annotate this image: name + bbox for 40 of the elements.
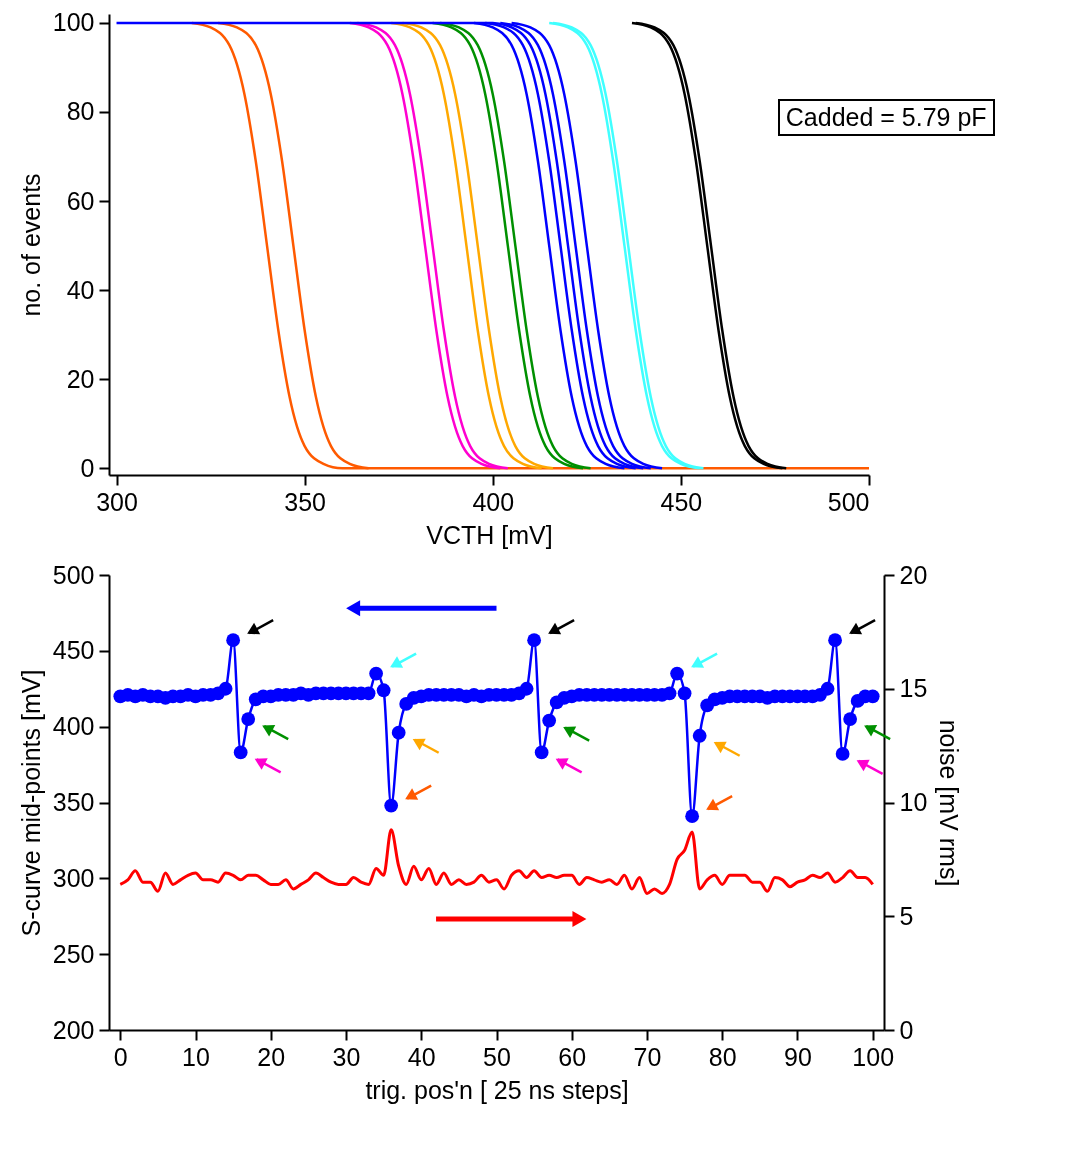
y-tick-label: 0 <box>80 453 95 482</box>
y2-tick-label: 15 <box>899 674 928 703</box>
x-tick-label: 350 <box>284 487 326 516</box>
x-tick-label: 30 <box>332 1042 361 1071</box>
x-tick-label: 300 <box>96 487 138 516</box>
x-tick-label: 50 <box>483 1042 511 1071</box>
x-tick-label: 20 <box>257 1042 286 1071</box>
x-tick-label: 40 <box>407 1042 436 1071</box>
y-tick-label: 20 <box>66 364 95 393</box>
x-tick-label: 500 <box>827 487 870 516</box>
x-tick-label: 70 <box>633 1042 662 1071</box>
y2-tick-label: 10 <box>899 788 928 816</box>
y-tick-label: 100 <box>52 8 95 37</box>
y-tick-label: 450 <box>52 636 95 665</box>
y-tick-label: 60 <box>66 186 95 215</box>
y-tick-label: 80 <box>66 97 95 126</box>
x-tick-label: 10 <box>182 1042 210 1071</box>
y-tick-label: 350 <box>52 788 95 816</box>
y-tick-label: 400 <box>52 712 95 741</box>
y-tick-label: 250 <box>52 939 95 968</box>
y2-tick-label: 0 <box>899 1015 914 1044</box>
y-tick-label: 300 <box>52 863 95 892</box>
x-tick-label: 100 <box>852 1042 895 1071</box>
x-tick-label: 80 <box>708 1042 737 1071</box>
y-axis-title: S-curve mid-points [mV] <box>16 669 45 937</box>
y-tick-label: 500 <box>52 560 95 589</box>
x-tick-label: 0 <box>113 1042 128 1071</box>
x-axis-title: trig. pos'n [ 25 ns steps] <box>365 1075 629 1104</box>
x-tick-label: 60 <box>558 1042 587 1071</box>
x-axis-title: VCTH [mV] <box>426 520 553 549</box>
y-tick-label: 40 <box>66 275 95 304</box>
x-tick-label: 450 <box>660 487 703 516</box>
y2-tick-label: 5 <box>899 901 914 930</box>
y2-tick-label: 20 <box>899 560 928 589</box>
y2-axis-title: noise [mV rms] <box>935 719 964 887</box>
y-tick-label: 200 <box>52 1015 95 1044</box>
x-tick-label: 90 <box>784 1042 812 1071</box>
annotation: Cadded = 5.79 pF <box>777 99 995 136</box>
x-tick-label: 400 <box>472 487 515 516</box>
y-axis-title: no. of events <box>16 173 45 317</box>
